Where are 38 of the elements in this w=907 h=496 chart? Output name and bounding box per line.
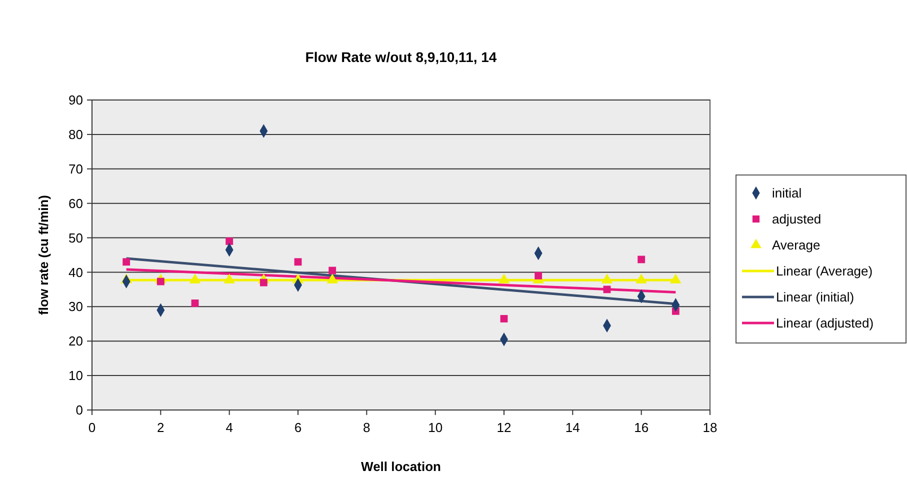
y-tick-label: 10	[68, 368, 83, 384]
y-tick-label: 70	[68, 161, 83, 176]
legend-label: Linear (adjusted)	[776, 316, 874, 331]
legend-label: initial	[772, 186, 802, 201]
x-tick-label: 16	[634, 420, 649, 435]
x-tick-label: 8	[363, 420, 370, 435]
y-tick-label: 20	[68, 334, 83, 349]
legend-label: Linear (initial)	[776, 290, 854, 305]
point	[638, 256, 646, 264]
x-tick-label: 18	[702, 420, 718, 435]
x-tick-label: 14	[565, 420, 580, 435]
x-tick-label: 6	[294, 420, 302, 435]
y-tick-label: 50	[68, 230, 83, 246]
point	[294, 258, 302, 266]
point	[191, 300, 199, 307]
point	[122, 258, 130, 266]
y-tick-label: 30	[68, 299, 83, 314]
y-tick-label: 90	[68, 92, 83, 108]
x-tick-label: 0	[88, 420, 96, 435]
x-axis-title: Well location	[361, 459, 442, 474]
point	[226, 238, 234, 245]
y-tick-label: 40	[68, 264, 83, 280]
point	[603, 286, 611, 294]
x-tick-label: 4	[226, 420, 233, 435]
x-tick-label: 10	[428, 420, 443, 435]
x-tick-label: 12	[496, 420, 512, 435]
x-tick-label: 2	[157, 420, 164, 435]
y-axis-title: flow rate (cu ft/min)	[36, 195, 51, 315]
y-tick-label: 0	[76, 402, 83, 418]
y-tick-label: 80	[68, 126, 83, 142]
legend-label: adjusted	[772, 212, 822, 227]
point	[500, 315, 508, 322]
legend-label: Linear (Average)	[776, 264, 873, 279]
legend-label: Average	[772, 238, 820, 253]
point	[328, 266, 336, 274]
point	[534, 272, 542, 280]
y-tick-label: 60	[68, 196, 83, 211]
chart-title: Flow Rate w/out 8,9,10,11, 14	[305, 49, 497, 65]
